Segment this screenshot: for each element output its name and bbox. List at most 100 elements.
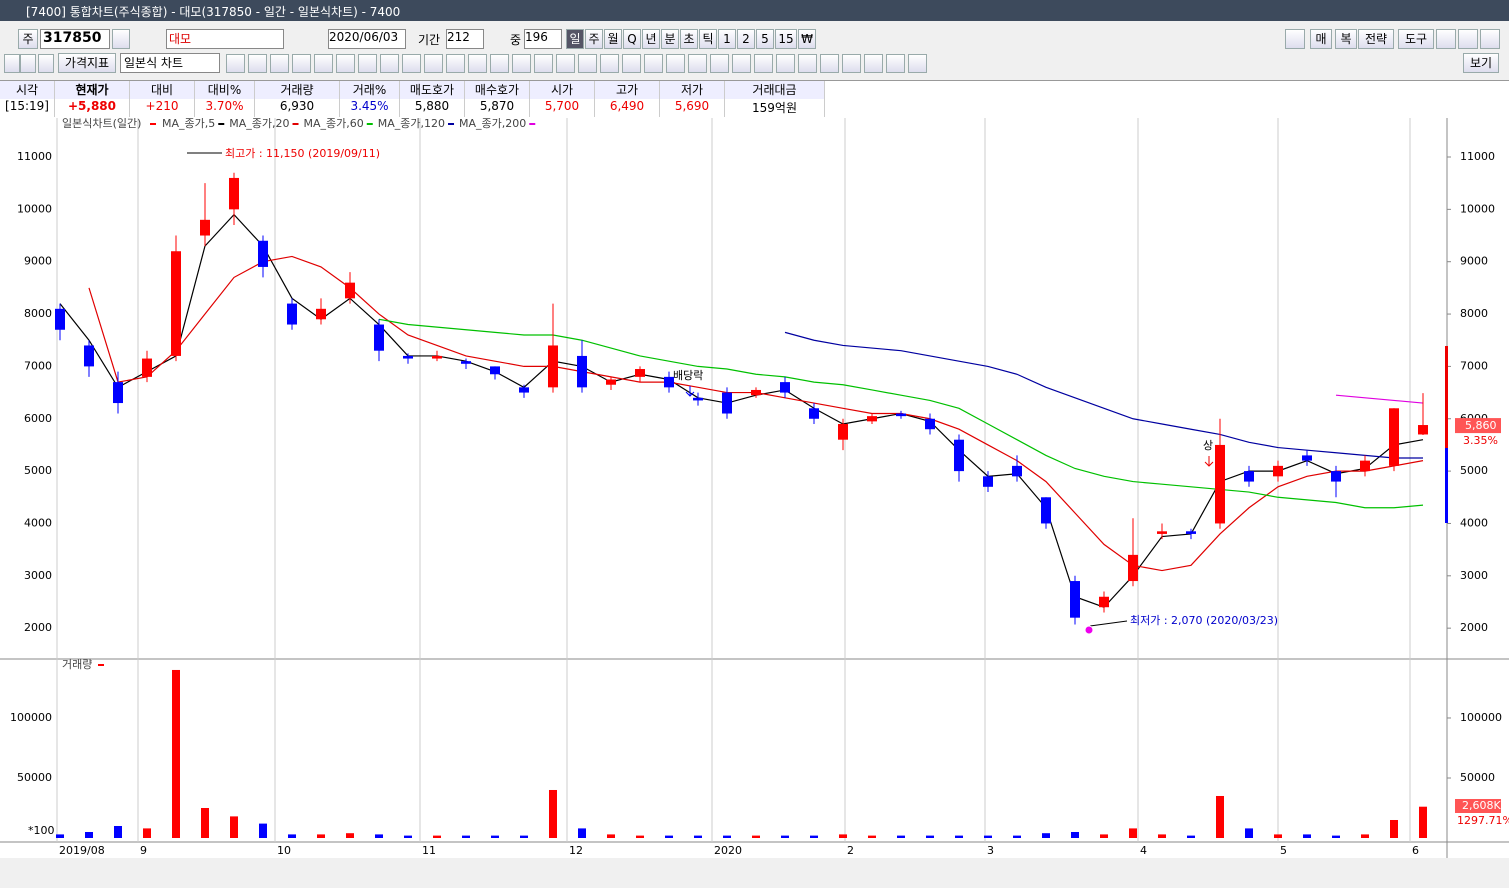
candle-body xyxy=(84,345,94,367)
volume-bar xyxy=(375,834,383,838)
y-tick-label: 7000 xyxy=(1460,359,1488,372)
interval-button[interactable]: 초 xyxy=(680,29,698,49)
x-tick-label: 5 xyxy=(1280,844,1287,857)
tool-icon[interactable] xyxy=(710,54,729,73)
tool-icon[interactable] xyxy=(534,54,553,73)
tool-icon[interactable] xyxy=(446,54,465,73)
interval-button[interactable]: 15 xyxy=(775,29,797,49)
view-button[interactable]: 보기 xyxy=(1463,53,1499,73)
tool-icon[interactable] xyxy=(776,54,795,73)
interval-button[interactable]: 1 xyxy=(718,29,736,49)
count-label: 중 xyxy=(510,33,522,47)
icon-button[interactable] xyxy=(1480,29,1500,49)
quote-value: 6,490 xyxy=(595,99,660,117)
count-input[interactable]: 196 xyxy=(524,29,562,49)
icon-button[interactable] xyxy=(1458,29,1478,49)
candle-body xyxy=(55,308,65,330)
tool-icon[interactable] xyxy=(908,54,927,73)
tool-icon[interactable] xyxy=(402,54,421,73)
candle-body xyxy=(287,303,297,325)
y-tick-label: 100000 xyxy=(1460,711,1502,724)
volume-bar xyxy=(1042,833,1050,838)
interval-button[interactable]: 월 xyxy=(604,29,622,49)
icon-button[interactable] xyxy=(1285,29,1305,49)
tool-icon[interactable] xyxy=(886,54,905,73)
tool-icon[interactable] xyxy=(248,54,267,73)
date-input[interactable]: 2020/06/03 xyxy=(328,29,406,49)
volume-bar xyxy=(607,834,615,838)
candle-body xyxy=(751,389,761,396)
y-tick-label: 8000 xyxy=(24,307,52,320)
right-button[interactable]: 복 xyxy=(1335,29,1357,49)
candle-body xyxy=(809,408,819,419)
interval-button[interactable]: 2 xyxy=(737,29,755,49)
tool-icon[interactable] xyxy=(468,54,487,73)
search-button[interactable] xyxy=(112,29,130,49)
candle-body xyxy=(577,355,587,388)
y-tick-label: 7000 xyxy=(24,359,52,372)
tool-icon[interactable] xyxy=(798,54,817,73)
volume-bar xyxy=(578,828,586,838)
interval-button[interactable]: 5 xyxy=(756,29,774,49)
candle-body xyxy=(1186,531,1196,534)
right-button[interactable]: 도구 xyxy=(1398,29,1434,49)
tool-icon[interactable] xyxy=(578,54,597,73)
tool-icon[interactable] xyxy=(292,54,311,73)
interval-button[interactable]: 일 xyxy=(566,29,584,49)
tool-icon[interactable] xyxy=(556,54,575,73)
candle-body xyxy=(403,355,413,359)
y-tick-label: 4000 xyxy=(24,516,52,529)
candle-body xyxy=(548,345,558,388)
tool-icon[interactable] xyxy=(644,54,663,73)
interval-button[interactable]: Q xyxy=(623,29,641,49)
tool-icon[interactable] xyxy=(490,54,509,73)
tool-icon[interactable] xyxy=(864,54,883,73)
tool-icon[interactable] xyxy=(270,54,289,73)
ma-line xyxy=(1335,394,1424,404)
x-tick-label: 2 xyxy=(847,844,854,857)
candle-body xyxy=(838,423,848,440)
tool-icon[interactable] xyxy=(600,54,619,73)
tool-icon[interactable] xyxy=(622,54,641,73)
name-input[interactable]: 대모 xyxy=(166,29,284,49)
tool-icon[interactable] xyxy=(820,54,839,73)
tool-icon[interactable] xyxy=(424,54,443,73)
icon-button[interactable] xyxy=(1436,29,1456,49)
legend-swatch xyxy=(218,123,225,125)
tool-icon[interactable] xyxy=(358,54,377,73)
tool-icon[interactable] xyxy=(380,54,399,73)
code-input[interactable]: 317850 xyxy=(40,29,110,49)
interval-button[interactable]: 주 xyxy=(585,29,603,49)
tool-icon[interactable] xyxy=(512,54,531,73)
interval-button[interactable]: 년 xyxy=(642,29,660,49)
quote-value: 3.45% xyxy=(340,99,400,117)
indicator-button[interactable]: 가격지표 xyxy=(58,53,116,73)
right-button[interactable]: 전략 xyxy=(1358,29,1394,49)
quote-value: 5,880 xyxy=(400,99,465,117)
volume-bar xyxy=(1187,835,1195,838)
tool-icon[interactable] xyxy=(754,54,773,73)
tool-icon[interactable] xyxy=(732,54,751,73)
tool-icon[interactable] xyxy=(226,54,245,73)
style-select[interactable]: 일본식 차트 xyxy=(120,53,220,73)
tool-icon[interactable] xyxy=(314,54,333,73)
volume-bar xyxy=(433,835,441,838)
tool-icon[interactable] xyxy=(20,54,36,73)
interval-button[interactable]: 틱 xyxy=(699,29,717,49)
legend-swatch xyxy=(448,123,455,125)
period-input[interactable]: 212 xyxy=(446,29,484,49)
tool-icon[interactable] xyxy=(842,54,861,73)
interval-button[interactable]: ₩ xyxy=(798,29,816,49)
tool-icon[interactable] xyxy=(688,54,707,73)
interval-button[interactable]: 분 xyxy=(661,29,679,49)
y-tick-label: 3000 xyxy=(1460,569,1488,582)
volume-bar xyxy=(114,825,122,838)
tool-icon[interactable] xyxy=(38,54,54,73)
market-select[interactable]: 주 xyxy=(18,29,38,49)
right-button[interactable]: 매 xyxy=(1310,29,1332,49)
x-tick-label: 2020 xyxy=(714,844,742,857)
tool-icon[interactable] xyxy=(336,54,355,73)
tool-icon[interactable] xyxy=(666,54,685,73)
tool-icon[interactable] xyxy=(4,54,20,73)
volume-bar xyxy=(1245,828,1253,838)
